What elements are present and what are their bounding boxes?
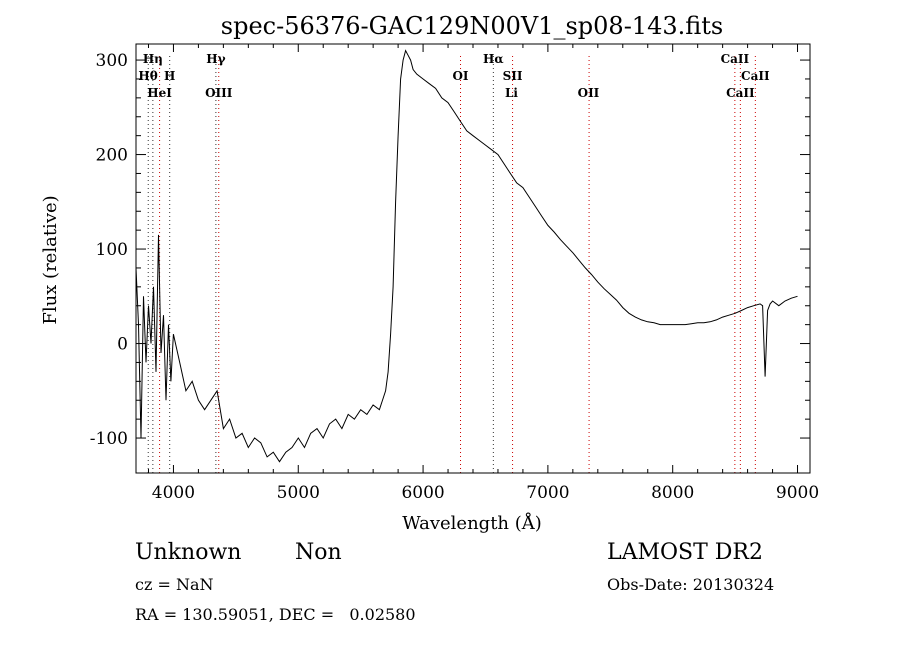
- spectral-line-label: CaII: [741, 69, 770, 83]
- x-tick-label: 6000: [401, 483, 444, 503]
- y-tick-label: 0: [117, 335, 128, 355]
- redshift-text: cz = NaN: [135, 575, 214, 594]
- spectral-line-label: HeI: [147, 86, 172, 100]
- y-axis-label: Flux (relative): [40, 195, 61, 324]
- class-text: Unknown: [135, 540, 242, 565]
- spectral-line-label: SII: [503, 69, 523, 83]
- spectral-line-label: Li: [505, 86, 518, 100]
- spectral-line-label: OIII: [205, 86, 233, 100]
- spectral-line-label: H: [164, 69, 175, 83]
- x-axis-label: Wavelength (Å): [402, 512, 542, 534]
- spectral-line-label: CaII: [726, 86, 755, 100]
- plot-frame: [135, 43, 811, 474]
- chart-title: spec-56376-GAC129N00V1_sp08-143.fits: [221, 12, 723, 40]
- spectral-line-label: Hγ: [206, 52, 225, 66]
- line-markers: [147, 56, 756, 473]
- spectral-line-label: Hη: [143, 52, 163, 66]
- obs-date-text: Obs-Date: 20130324: [607, 575, 775, 594]
- y-tick-label: 100: [96, 240, 128, 260]
- spectrum-series-line: [135, 49, 798, 463]
- x-tick-label: 4000: [152, 483, 195, 503]
- x-tick-label: 9000: [776, 483, 819, 503]
- y-tick-label: 200: [96, 146, 128, 166]
- y-tick-label: -100: [90, 429, 128, 449]
- spectral-line-labels: Hη Hθ H HeI Hγ OIII Hα OI SII Li OII CaII CaII CaII: [138, 52, 770, 100]
- spectral-line-label: Hθ: [138, 69, 157, 83]
- spectral-line-label: Hα: [483, 52, 504, 66]
- spectral-line-label: OII: [578, 86, 600, 100]
- survey-text: LAMOST DR2: [607, 540, 763, 565]
- coordinates-text: RA = 130.59051, DEC = 0.02580: [135, 605, 416, 624]
- subclass-text: Non: [295, 540, 342, 565]
- y-tick-label: 300: [96, 51, 128, 71]
- spectral-line-label: CaII: [721, 52, 750, 66]
- x-tick-label: 7000: [526, 483, 569, 503]
- axis-ticks: 4000 5000 6000 7000 8000 9000 -100 0 100 200 300: [90, 44, 819, 503]
- x-tick-label: 8000: [651, 483, 694, 503]
- spectral-line-label: OI: [452, 69, 468, 83]
- x-tick-label: 5000: [277, 483, 320, 503]
